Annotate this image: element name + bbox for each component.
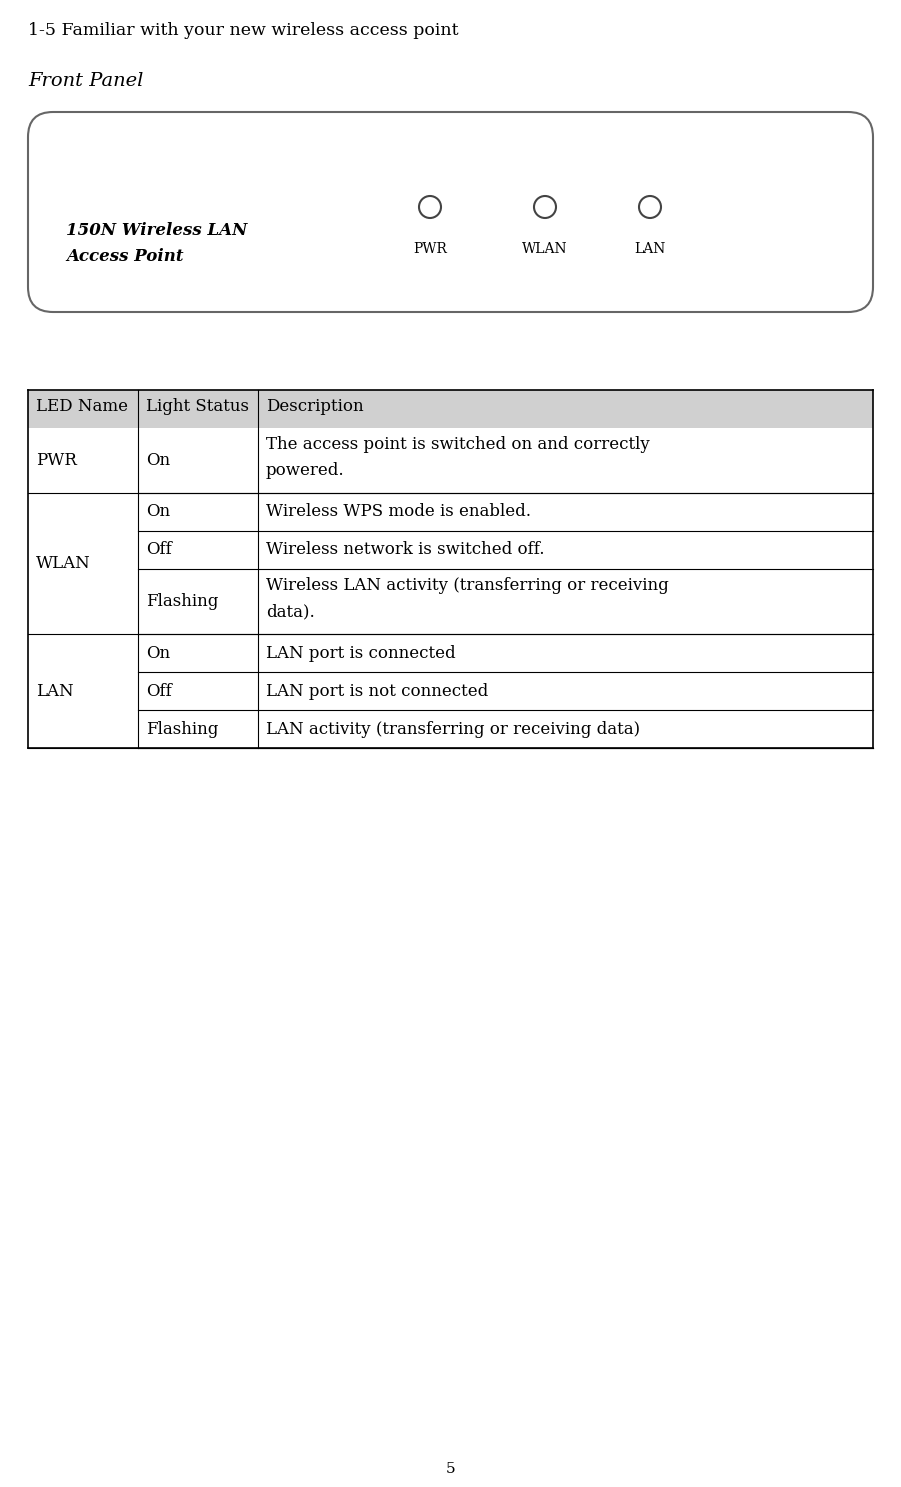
Text: Front Panel: Front Panel: [28, 71, 143, 91]
Bar: [28, 390, 873, 428]
Text: Description: Description: [266, 399, 364, 415]
Text: LAN: LAN: [36, 683, 74, 699]
Text: Flashing: Flashing: [146, 721, 218, 738]
Text: powered.: powered.: [266, 462, 344, 479]
Text: The access point is switched on and correctly: The access point is switched on and corr…: [266, 436, 650, 454]
Text: LAN activity (transferring or receiving data): LAN activity (transferring or receiving …: [266, 721, 640, 738]
Text: 1-5 Familiar with your new wireless access point: 1-5 Familiar with your new wireless acce…: [28, 22, 459, 39]
Text: Flashing: Flashing: [146, 593, 218, 610]
Text: LED Name: LED Name: [36, 399, 128, 415]
Text: Wireless LAN activity (transferring or receiving: Wireless LAN activity (transferring or r…: [266, 577, 669, 593]
Text: Off: Off: [146, 541, 172, 559]
Text: Access Point: Access Point: [66, 248, 184, 265]
Text: 150N Wireless LAN: 150N Wireless LAN: [66, 222, 248, 239]
Text: Wireless network is switched off.: Wireless network is switched off.: [266, 541, 544, 559]
Text: On: On: [146, 644, 170, 662]
Text: WLAN: WLAN: [523, 242, 568, 256]
Text: LAN: LAN: [634, 242, 666, 256]
Text: Wireless WPS mode is enabled.: Wireless WPS mode is enabled.: [266, 504, 531, 520]
Text: PWR: PWR: [413, 242, 447, 256]
Text: On: On: [146, 452, 170, 468]
Text: 5: 5: [446, 1462, 455, 1477]
Text: LAN port is not connected: LAN port is not connected: [266, 683, 488, 699]
Text: PWR: PWR: [36, 452, 77, 468]
Text: Off: Off: [146, 683, 172, 699]
Text: On: On: [146, 504, 170, 520]
Text: Light Status: Light Status: [146, 399, 249, 415]
Text: WLAN: WLAN: [36, 555, 91, 572]
FancyBboxPatch shape: [28, 112, 873, 312]
Text: data).: data).: [266, 604, 314, 620]
Text: LAN port is connected: LAN port is connected: [266, 644, 456, 662]
